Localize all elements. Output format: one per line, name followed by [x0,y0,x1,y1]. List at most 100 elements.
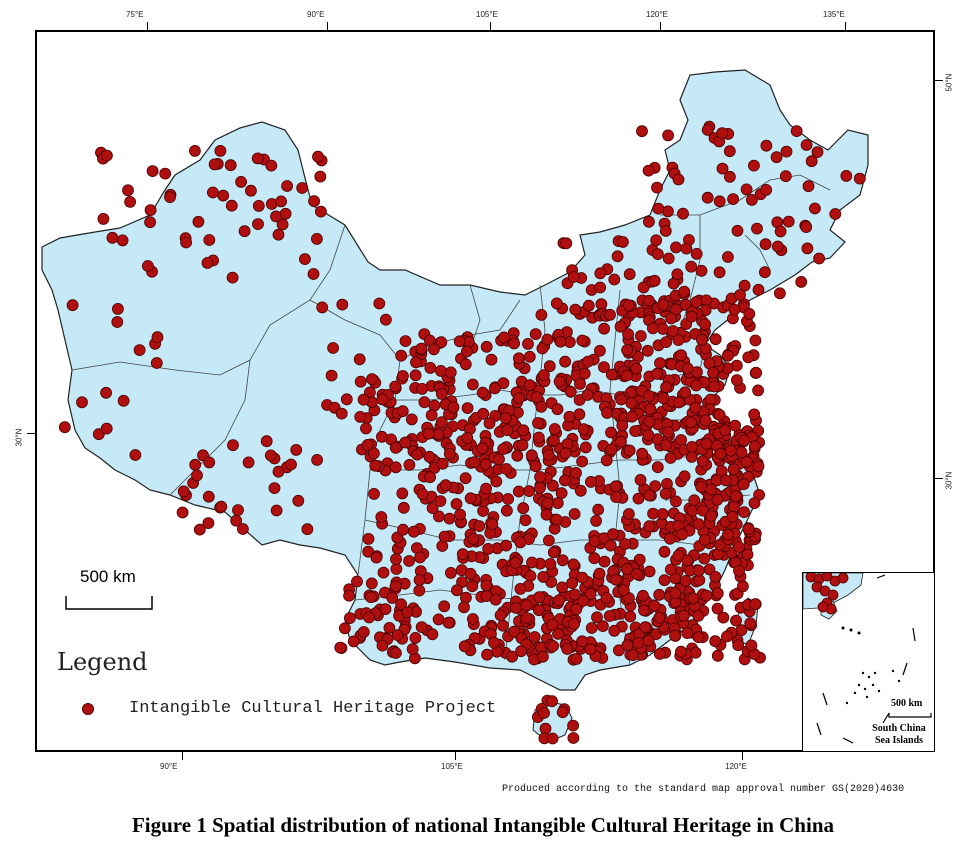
heritage-point [399,436,412,449]
heritage-point [660,336,673,349]
heritage-point [840,169,853,182]
heritage-point [636,125,648,138]
heritage-point [535,308,548,321]
heritage-point [458,640,471,653]
heritage-point [695,264,708,277]
heritage-point [516,439,529,452]
heritage-point [141,260,154,272]
heritage-point [373,297,386,310]
heritage-point [533,591,546,603]
heritage-point [456,548,469,561]
heritage-point [542,449,555,461]
heritage-point [837,573,849,584]
heritage-point [479,458,492,471]
heritage-point [713,266,726,279]
heritage-point [626,410,638,423]
heritage-point [415,342,428,355]
heritage-point [488,382,501,395]
heritage-point [532,417,544,429]
heritage-point [559,355,571,368]
heritage-point [770,151,783,164]
heritage-point [546,732,559,745]
heritage-point [416,382,429,395]
heritage-point [664,532,676,545]
heritage-point [340,393,353,406]
heritage-point [334,641,347,654]
heritage-point [124,195,137,208]
heritage-point [658,574,671,587]
heritage-point [202,490,215,503]
heritage-point [546,695,558,708]
heritage-point [591,611,603,624]
heritage-point [281,180,294,192]
heritage-point [603,610,616,622]
heritage-point [498,331,510,344]
heritage-point [675,434,687,446]
heritage-point [522,337,534,350]
heritage-point [443,447,456,460]
heritage-point [224,159,237,172]
heritage-point [685,260,698,273]
heritage-point [397,501,410,514]
heritage-point [523,485,535,498]
heritage-point [354,410,367,423]
heritage-point [623,444,636,457]
graticule-tick [845,22,846,30]
heritage-point [146,165,159,178]
heritage-point [644,403,657,416]
heritage-point [651,367,663,380]
heritage-point [652,202,665,215]
heritage-point [631,568,643,580]
heritage-point [567,558,580,571]
heritage-point [357,626,370,638]
heritage-point [601,407,613,419]
heritage-point [555,487,568,500]
heritage-point [608,624,621,637]
heritage-point [642,429,655,442]
lon-label-bottom: 90°E [160,762,178,771]
graticule-tick [490,22,491,30]
heritage-point [713,195,726,208]
heritage-point [432,510,445,523]
heritage-point [745,639,758,652]
heritage-point [748,159,760,172]
heritage-point [774,287,786,300]
heritage-point [669,629,681,642]
heritage-point [325,369,338,382]
heritage-point [406,643,419,655]
heritage-point [354,375,367,388]
heritage-point [144,216,157,229]
inset-title-line1: South China [872,723,926,734]
heritage-point [238,225,251,238]
heritage-point [202,517,215,529]
heritage-point [780,145,793,158]
heritage-point [513,392,525,405]
heritage-point [741,548,754,561]
heritage-point [459,358,472,371]
graticule-tick [327,22,328,30]
heritage-point [593,567,606,580]
heritage-point [335,407,348,420]
heritage-point [679,386,691,399]
heritage-point [676,528,689,541]
heritage-point [696,333,708,346]
heritage-point [347,635,360,648]
heritage-point [687,592,700,605]
heritage-point [685,310,698,323]
heritage-point [582,355,594,368]
heritage-point [454,508,467,521]
heritage-point [476,386,489,399]
heritage-point [662,426,674,439]
graticule-tick [27,433,35,434]
heritage-point [569,588,581,601]
heritage-point [585,622,598,634]
heritage-point [379,313,392,326]
heritage-point [405,413,418,426]
heritage-point [480,579,493,592]
heritage-point [636,447,648,460]
heritage-point [677,207,689,220]
heritage-point [708,380,721,393]
heritage-point [632,636,645,649]
heritage-point [214,144,227,157]
heritage-point [643,390,655,402]
